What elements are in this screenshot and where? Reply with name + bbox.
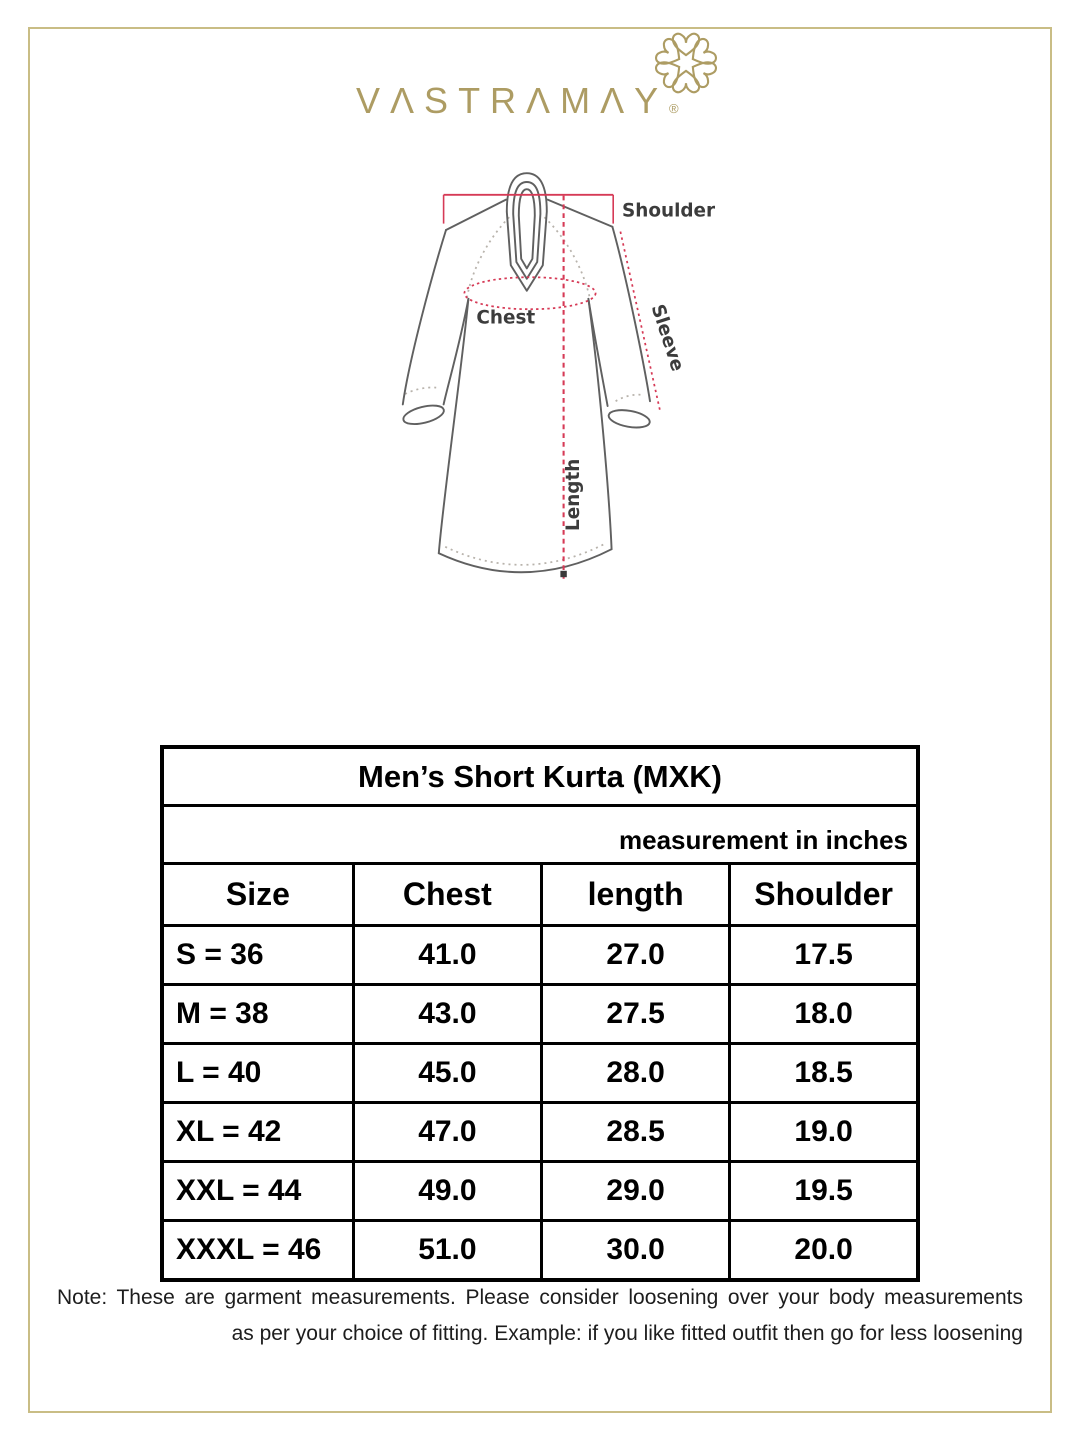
column-header-chest: Chest	[351, 862, 544, 927]
measurement-lines	[442, 193, 662, 582]
chest-value: 51.0	[351, 1219, 544, 1282]
length-value: 28.0	[539, 1042, 732, 1104]
kurta-outline	[401, 172, 651, 574]
chest-value: 45.0	[351, 1042, 544, 1104]
size-chart-table: Men’s Short Kurta (MXK) measurement in i…	[160, 745, 920, 1282]
measurement-unit-note: measurement in inches	[160, 804, 920, 865]
kurta-measurement-diagram: Shoulder Chest Sleeve Length	[401, 172, 716, 582]
note-line-1: Note: These are garment measurements. Pl…	[57, 1286, 1023, 1309]
table-title-row: Men’s Short Kurta (MXK)	[160, 745, 920, 807]
table-row: XXXL = 46 51.0 30.0 20.0	[160, 1219, 920, 1282]
shoulder-value: 19.0	[728, 1101, 920, 1163]
shoulder-measure-label: Shoulder	[622, 200, 716, 221]
shoulder-value: 17.5	[728, 924, 920, 986]
shoulder-value: 18.5	[728, 1042, 920, 1104]
size-value: XXL = 44	[160, 1160, 355, 1222]
length-value: 29.0	[539, 1160, 732, 1222]
length-value: 27.0	[539, 924, 732, 986]
brand-logo-text: VΛSTRΛMΛY	[356, 80, 669, 121]
registered-trademark-symbol: ®	[669, 101, 679, 116]
length-value: 30.0	[539, 1219, 732, 1282]
size-value: L = 40	[160, 1042, 355, 1104]
chest-value: 43.0	[351, 983, 544, 1045]
size-value: XL = 42	[160, 1101, 355, 1163]
table-row: S = 36 41.0 27.0 17.5	[160, 924, 920, 986]
size-value: M = 38	[160, 983, 355, 1045]
length-value: 28.5	[539, 1101, 732, 1163]
chest-value: 49.0	[351, 1160, 544, 1222]
shoulder-value: 18.0	[728, 983, 920, 1045]
stitch-lines	[404, 216, 642, 566]
table-row: L = 40 45.0 28.0 18.5	[160, 1042, 920, 1104]
length-value: 27.5	[539, 983, 732, 1045]
table-row: M = 38 43.0 27.5 18.0	[160, 983, 920, 1045]
column-header-length: length	[539, 862, 732, 927]
table-title: Men’s Short Kurta (MXK)	[160, 745, 920, 807]
garment-measurement-note: Note: These are garment measurements. Pl…	[57, 1286, 1023, 1346]
column-header-shoulder: Shoulder	[728, 862, 920, 927]
measurement-unit-row: measurement in inches	[160, 804, 920, 865]
chest-value: 47.0	[351, 1101, 544, 1163]
floral-rosette-icon	[655, 32, 717, 94]
size-value: XXXL = 46	[160, 1219, 355, 1282]
chest-measure-label: Chest	[476, 308, 535, 329]
length-end-marker	[560, 570, 567, 578]
size-value: S = 36	[160, 924, 355, 986]
table-header-row: Size Chest length Shoulder	[160, 862, 920, 927]
table-row: XL = 42 47.0 28.5 19.0	[160, 1101, 920, 1163]
table-row: XXL = 44 49.0 29.0 19.5	[160, 1160, 920, 1222]
column-header-size: Size	[160, 862, 355, 927]
note-line-2: as per your choice of fitting. Example: …	[231, 1322, 1023, 1345]
chest-value: 41.0	[351, 924, 544, 986]
shoulder-value: 20.0	[728, 1219, 920, 1282]
length-measure-label: Length	[563, 459, 584, 531]
sleeve-measure-label: Sleeve	[647, 302, 688, 374]
shoulder-value: 19.5	[728, 1160, 920, 1222]
